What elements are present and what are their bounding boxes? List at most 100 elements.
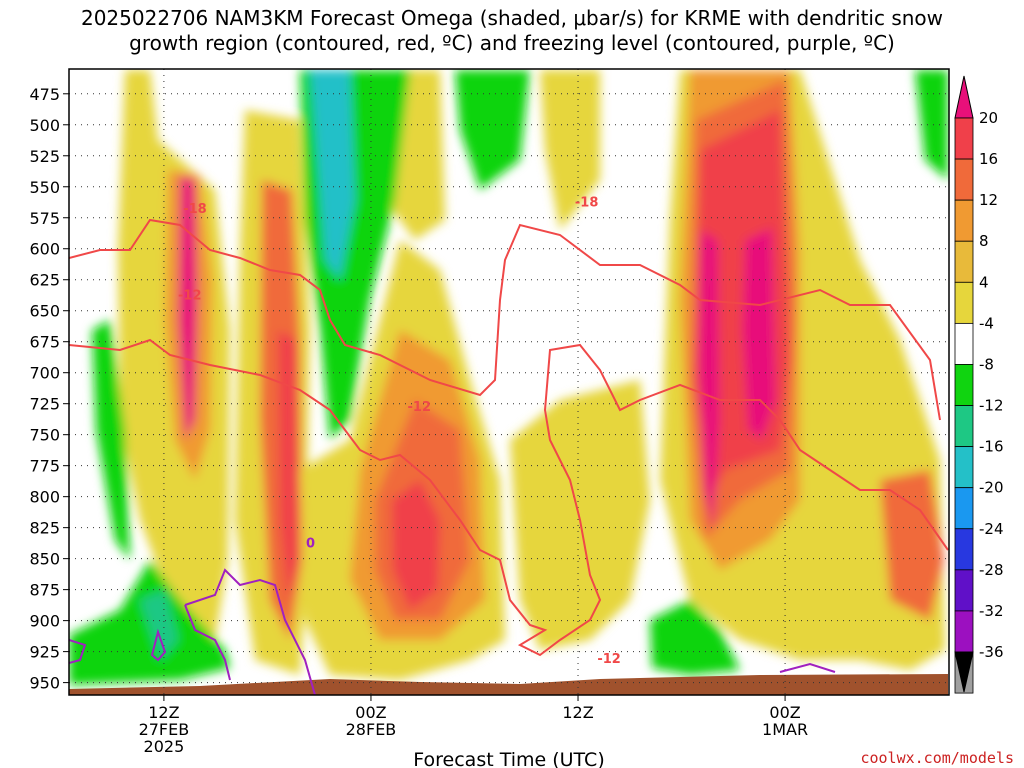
- y-tick-label: 800: [29, 488, 60, 507]
- y-tick-label: 650: [29, 302, 60, 321]
- freezing-contour-a: [184, 568, 316, 695]
- x-tick-label: 00Z: [355, 703, 386, 722]
- x-tick-label: 12Z: [148, 703, 179, 722]
- colorbar-band: [954, 364, 974, 406]
- y-tick-label: 900: [29, 612, 60, 631]
- colorbar-label: 12: [979, 191, 998, 209]
- colorbar-band: [954, 487, 974, 530]
- omega-cell-right-magenta-a: [698, 230, 720, 530]
- colorbar-label: -20: [979, 479, 1004, 497]
- contour-minus-18: [69, 218, 941, 421]
- y-tick-label: 850: [29, 550, 60, 569]
- contour-label: -12: [597, 652, 621, 667]
- x-tick-label: 2025: [144, 737, 185, 756]
- omega-sink-top-b: [455, 70, 530, 190]
- y-tick-label: 625: [29, 271, 60, 290]
- y-tick-label: 475: [29, 85, 60, 104]
- dgz-contours: [69, 218, 949, 657]
- colorbar-band: [954, 322, 974, 365]
- omega-cell-2-red: [278, 330, 298, 600]
- colorbar: 20 16 12 8 4 -4 -8 -12 -16 -20 -24 -28 -32 -36: [954, 75, 1004, 694]
- colorbar-band: [954, 117, 974, 160]
- plot-area: -18 -18 -12 -12 -12 0: [69, 69, 949, 695]
- x-tick-label: 1MAR: [762, 720, 808, 739]
- omega-cell-left-magenta: [178, 175, 198, 440]
- omega-cell-right-magenta-b: [742, 228, 776, 440]
- y-tick-label: 525: [29, 147, 60, 166]
- x-tick-label: 00Z: [769, 703, 800, 722]
- colorbar-band: [954, 405, 974, 448]
- y-tick-label: 600: [29, 240, 60, 259]
- omega-cell-mid-2: [540, 70, 600, 230]
- colorbar-label: -24: [979, 520, 1004, 538]
- freezing-contour-d: [150, 628, 167, 662]
- omega-shading: [69, 70, 948, 685]
- y-tick-label: 550: [29, 178, 60, 197]
- credit-text: coolwx.com/models: [860, 749, 1014, 767]
- y-tick-label: 700: [29, 364, 60, 383]
- y-tick-label: 575: [29, 209, 60, 228]
- contour-label: -18: [183, 202, 207, 217]
- colorbar-label: -4: [979, 314, 994, 332]
- colorbar-bottom-triangle: [954, 651, 974, 693]
- omega-cell-3-red: [392, 480, 440, 610]
- omega-sink-left-strip: [92, 320, 130, 560]
- y-tick-label: 500: [29, 116, 60, 135]
- grid: [69, 69, 949, 695]
- contour-label: -18: [575, 196, 599, 211]
- colorbar-label: -28: [979, 561, 1004, 579]
- y-tick-label: 775: [29, 457, 60, 476]
- colorbar-label: -8: [979, 355, 994, 373]
- contour-label: 0: [306, 537, 315, 552]
- omega-sink-top-a-teal: [310, 70, 355, 280]
- x-axis-label: Forecast Time (UTC): [413, 749, 604, 768]
- x-tick-label: 27FEB: [139, 720, 190, 739]
- colorbar-label: 8: [979, 232, 989, 250]
- omega-cell-far-right: [880, 470, 944, 620]
- omega-sink-low-left-teal: [140, 590, 178, 660]
- y-tick-label: 750: [29, 426, 60, 445]
- plot-frame: [68, 68, 950, 696]
- colorbar-band: [954, 281, 974, 324]
- colorbar-label: 16: [979, 150, 998, 168]
- y-tick-label: 825: [29, 519, 60, 538]
- colorbar-label: -12: [979, 397, 1004, 415]
- colorbar-band: [954, 610, 974, 653]
- colorbar-band: [954, 199, 974, 242]
- omega-sink-low-mid: [650, 600, 740, 675]
- colorbar-label: -36: [979, 643, 1004, 661]
- contour-minus-12: [69, 338, 949, 657]
- y-tick-label: 875: [29, 581, 60, 600]
- freezing-contour-e: [779, 662, 836, 673]
- omega-sink-top-c: [915, 70, 948, 180]
- terrain: [69, 674, 948, 695]
- colorbar-band: [954, 158, 974, 201]
- chart-title-line-1: 2025022706 NAM3KM Forecast Omega (shaded…: [81, 6, 943, 30]
- freezing-contour-c: [69, 639, 87, 664]
- freezing-level-contours: [69, 568, 836, 695]
- y-tick-label: 725: [29, 395, 60, 414]
- colorbar-band: [954, 240, 974, 283]
- colorbar-label: 4: [979, 273, 989, 291]
- colorbar-band: [954, 569, 974, 612]
- chart-title-line-2: growth region (contoured, red, ºC) and f…: [129, 31, 895, 55]
- colorbar-top-triangle: [954, 75, 974, 119]
- contour-label: -12: [408, 400, 432, 415]
- colorbar-label: -16: [979, 438, 1004, 456]
- colorbar-label: 20: [979, 109, 998, 127]
- colorbar-band: [954, 528, 974, 571]
- y-tick-label: 675: [29, 333, 60, 352]
- freezing-contour-b: [184, 604, 231, 681]
- colorbar-band: [954, 446, 974, 489]
- contour-label: -12: [178, 289, 202, 304]
- colorbar-label: -32: [979, 602, 1004, 620]
- y-tick-label: 925: [29, 643, 60, 662]
- x-tick-label: 28FEB: [346, 720, 397, 739]
- y-axis: 475 500 525 550 575 600 625 650 675 700 725 750 775 8…: [29, 85, 69, 693]
- y-tick-label: 950: [29, 674, 60, 693]
- contour-labels: -18 -18 -12 -12 -12 0: [178, 196, 621, 667]
- x-tick-label: 12Z: [562, 703, 593, 722]
- omega-cell-mid: [510, 380, 650, 650]
